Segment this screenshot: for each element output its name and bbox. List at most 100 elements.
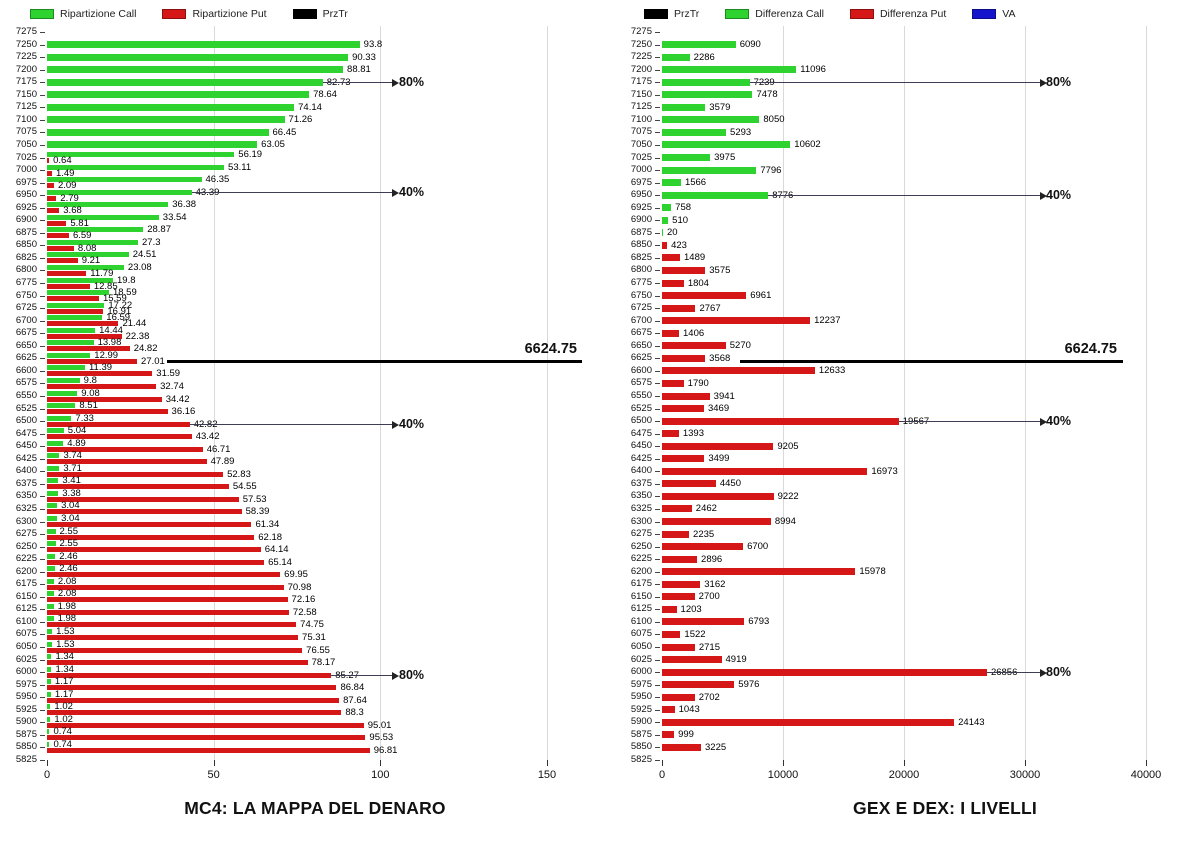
strike-label: 6425 xyxy=(15,452,37,464)
strike-label: 6525 xyxy=(15,402,37,414)
bar-value-label: 4450 xyxy=(719,478,741,490)
strike-label: 5950 xyxy=(630,691,652,703)
bar-value-label: 46.71 xyxy=(206,443,231,455)
put-bar xyxy=(47,170,52,176)
strike-label: 5975 xyxy=(15,678,37,690)
put-bar xyxy=(47,534,255,540)
strike-label: 6275 xyxy=(15,528,37,540)
put-bar xyxy=(662,317,811,325)
percent-ref-label: 80% xyxy=(1046,665,1072,680)
bar-value-label: 16973 xyxy=(871,465,898,477)
strike-label: 7250 xyxy=(15,38,37,50)
strike-label: 7150 xyxy=(630,88,652,100)
y-axis-tick xyxy=(40,107,45,109)
bar-value-label: 3499 xyxy=(708,453,730,465)
y-axis-tick xyxy=(655,195,660,197)
strike-label: 6050 xyxy=(15,641,37,653)
call-bar xyxy=(47,327,96,333)
bar-value-label: 74.75 xyxy=(300,619,324,631)
put-bar xyxy=(47,509,242,515)
strike-label: 6125 xyxy=(15,603,37,615)
y-axis-tick xyxy=(655,157,660,159)
chart-title-mc4: MC4: LA MAPPA DEL DENARO xyxy=(184,798,446,818)
legend-swatch-prztr xyxy=(292,9,317,19)
put-bar xyxy=(662,555,698,563)
bar-value-label: 96.81 xyxy=(373,744,398,756)
bar-value-label: 3579 xyxy=(709,101,731,113)
percent-ref-label: 80% xyxy=(1046,75,1072,90)
bar-value-label: 2715 xyxy=(698,641,720,653)
y-axis-tick xyxy=(40,157,45,159)
bar-value-label: 1522 xyxy=(684,628,706,640)
y-axis-tick xyxy=(655,69,660,71)
put-bar xyxy=(662,706,675,714)
strike-label: 5825 xyxy=(15,754,37,765)
call-bar xyxy=(47,103,295,111)
bar-value-label: 1.02 xyxy=(54,713,73,725)
bar-value-label: 12.85 xyxy=(93,280,118,292)
y-axis-tick xyxy=(655,634,660,636)
x-axis-tick xyxy=(47,760,48,766)
y-axis-tick xyxy=(655,119,660,121)
call-bar xyxy=(47,428,64,434)
bar-value-label: 1.98 xyxy=(57,600,77,612)
strike-label: 6225 xyxy=(630,553,652,565)
call-bar xyxy=(662,78,750,86)
bar-value-label: 90.33 xyxy=(352,51,376,63)
strike-label: 6250 xyxy=(15,540,37,552)
bar-value-label: 5.81 xyxy=(70,217,89,229)
bar-value-label: 8.51 xyxy=(79,400,98,412)
call-bar xyxy=(662,66,797,74)
y-axis-tick xyxy=(655,383,660,385)
y-axis-tick xyxy=(40,747,45,749)
grid-line xyxy=(783,26,784,766)
bar-value-label: 12237 xyxy=(814,315,841,327)
bar-value-label: 2.55 xyxy=(59,525,79,537)
bar-value-label: 2767 xyxy=(699,302,721,314)
strike-label: 6050 xyxy=(630,641,652,653)
grid-line xyxy=(380,26,382,766)
call-bar xyxy=(47,239,138,245)
y-axis-tick xyxy=(655,320,660,322)
y-axis-tick xyxy=(655,308,660,310)
y-axis-tick xyxy=(40,320,45,322)
put-bar xyxy=(662,292,747,300)
legend-gex-dex: PrzTr Differenza Call Differenza Put VA xyxy=(644,6,1016,22)
strike-label: 6275 xyxy=(630,528,652,540)
bar-value-label: 2235 xyxy=(693,528,715,540)
y-axis-tick xyxy=(655,747,660,749)
y-axis-tick xyxy=(655,433,660,435)
put-bar xyxy=(47,183,54,189)
bar-value-label: 53.11 xyxy=(228,161,252,173)
put-bar xyxy=(47,722,364,728)
y-axis-tick xyxy=(40,283,45,285)
call-bar xyxy=(47,440,64,446)
bar-value-label: 52.83 xyxy=(227,468,251,480)
put-bar xyxy=(662,379,684,387)
y-axis-tick xyxy=(40,709,45,711)
strike-label: 6450 xyxy=(630,440,652,452)
legend-swatch-prztr xyxy=(644,9,668,19)
call-bar xyxy=(662,204,672,212)
put-bar xyxy=(47,597,288,603)
put-bar xyxy=(47,660,308,666)
strike-label: 6375 xyxy=(15,477,37,489)
bar-value-label: 4919 xyxy=(725,654,747,666)
legend-swatch-va xyxy=(972,9,997,19)
strike-label: 5950 xyxy=(15,691,37,703)
put-bar xyxy=(47,634,299,640)
legend-swatch-differenza-call xyxy=(725,9,750,19)
put-bar xyxy=(47,245,74,251)
strike-label: 6650 xyxy=(15,339,37,351)
call-bar xyxy=(662,216,669,224)
call-bar xyxy=(662,116,760,124)
legend-label: Differenza Call xyxy=(755,8,824,20)
put-bar xyxy=(662,405,704,413)
legend-item: VA xyxy=(972,8,1016,20)
call-bar xyxy=(47,415,72,421)
put-bar xyxy=(47,547,261,553)
y-axis-tick xyxy=(40,458,45,460)
strike-label: 5850 xyxy=(630,741,652,753)
call-bar xyxy=(47,41,360,49)
call-bar xyxy=(47,628,53,634)
